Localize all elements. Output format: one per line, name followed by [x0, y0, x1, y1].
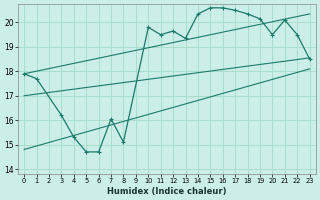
- X-axis label: Humidex (Indice chaleur): Humidex (Indice chaleur): [107, 187, 227, 196]
